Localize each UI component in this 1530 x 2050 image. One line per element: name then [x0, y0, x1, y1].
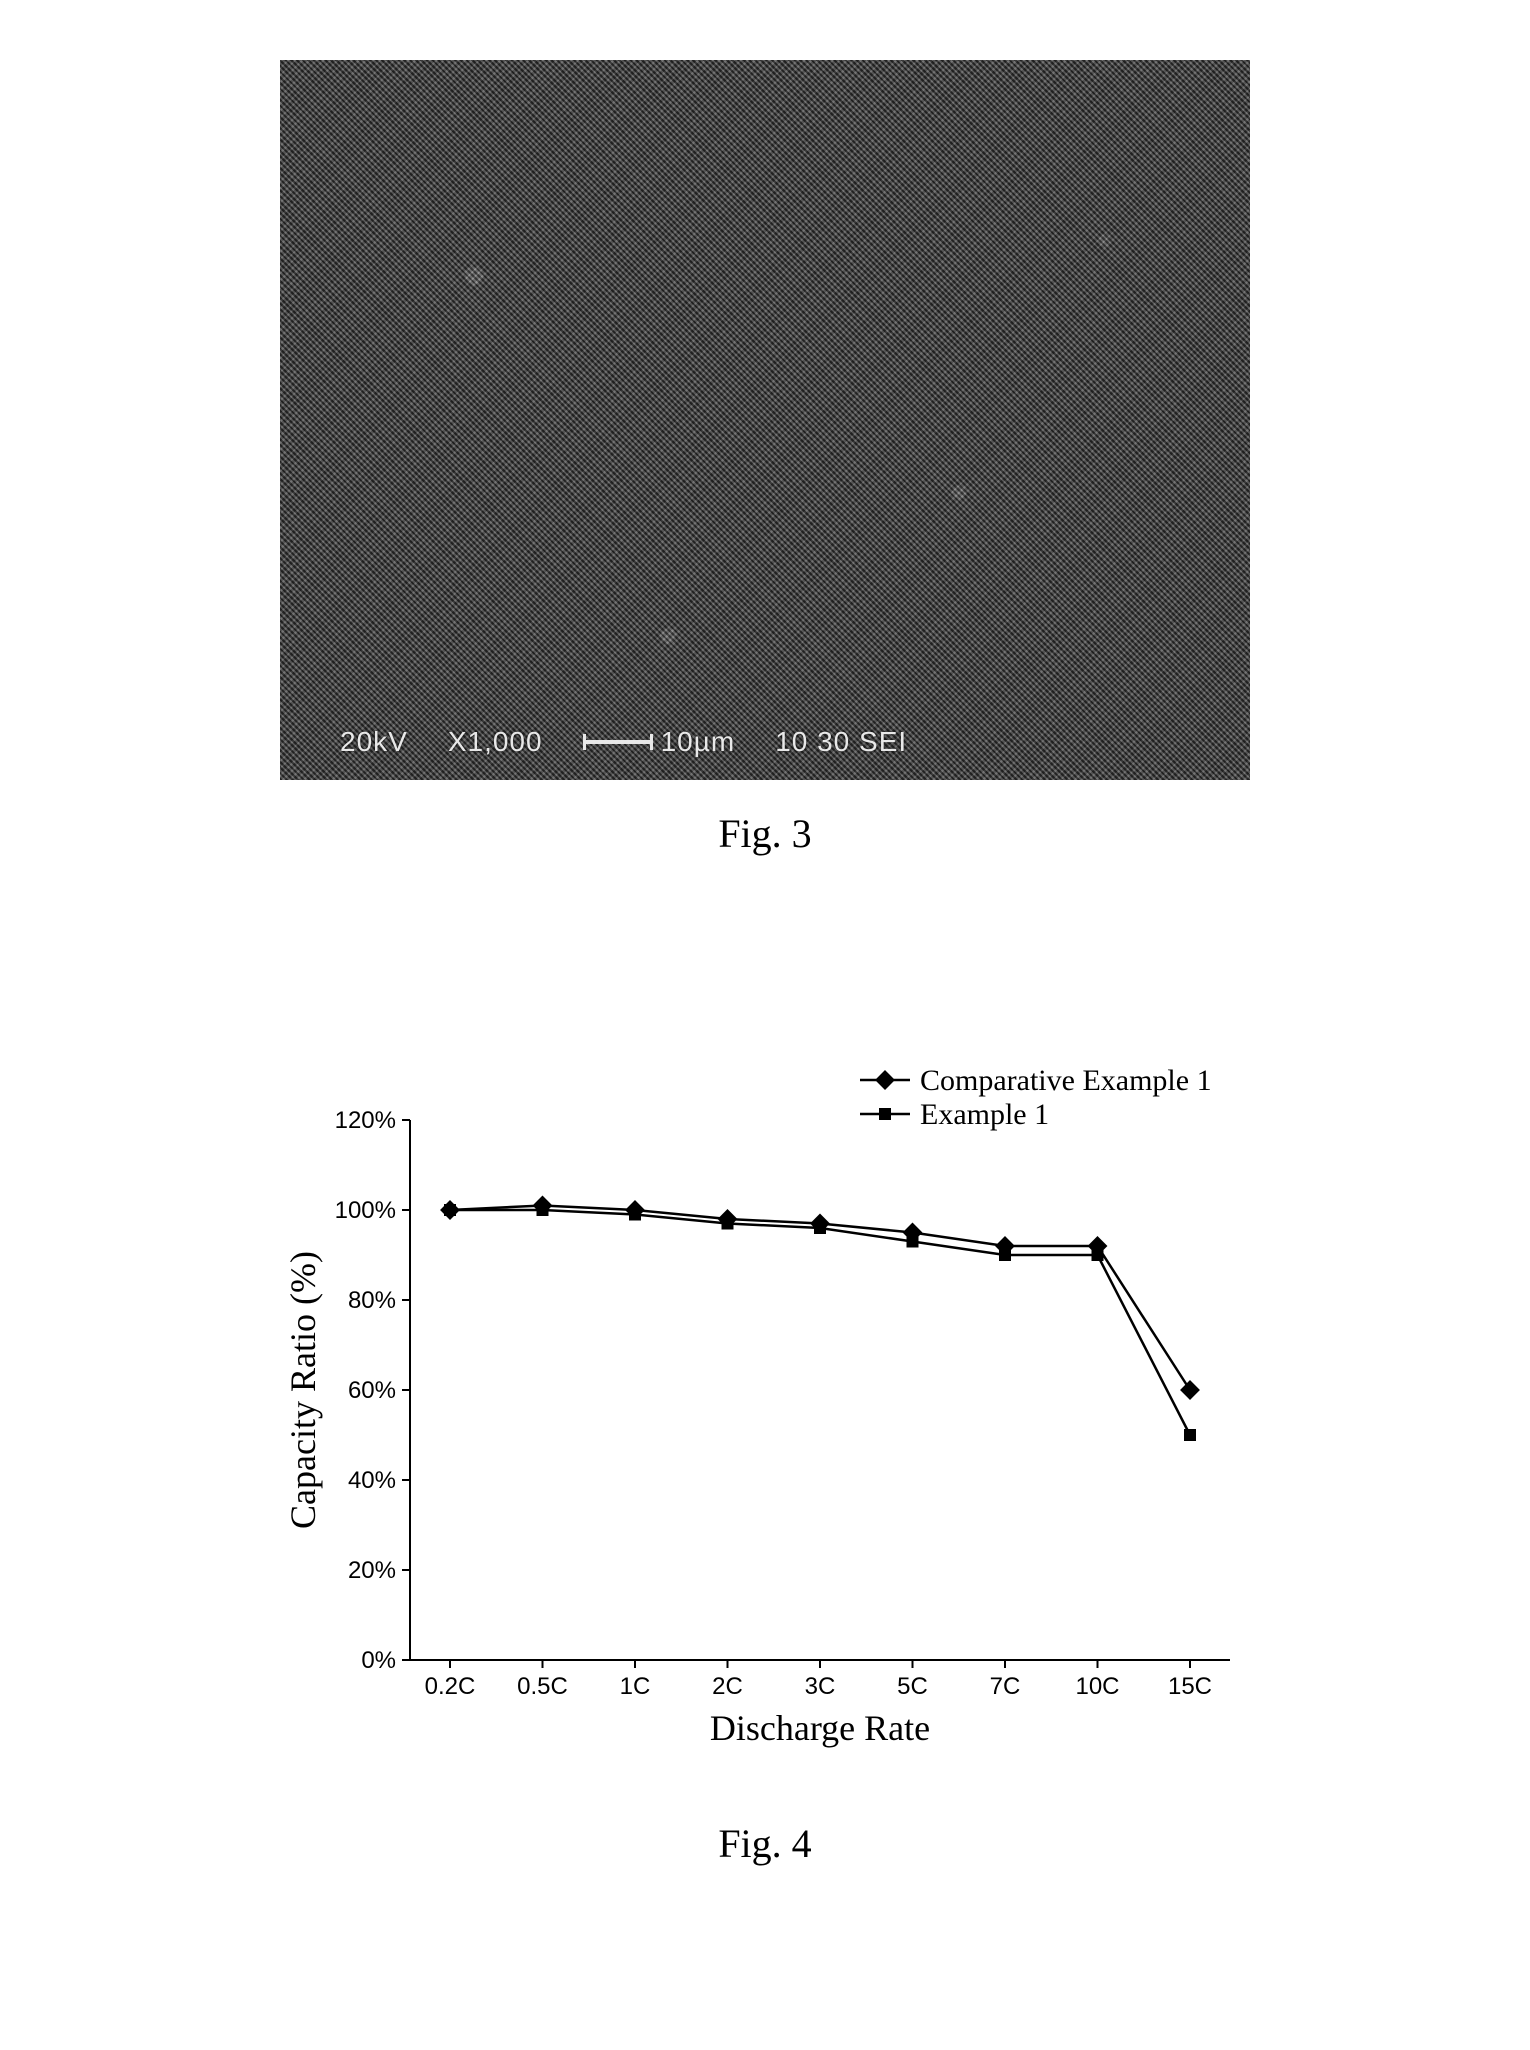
sem-texture [280, 60, 1250, 780]
svg-text:Capacity Ratio (%): Capacity Ratio (%) [283, 1251, 323, 1529]
page: 20kV X1,000 10µm 10 30 SEI Fig. 3 0% 20% 4… [0, 0, 1530, 2050]
svg-text:Comparative Example 1: Comparative Example 1 [920, 1064, 1212, 1097]
fig4-svg: 0% 20% 40% 60% 80% 100% 120% 0.2C 0.5C 1C 2C 3C 5C 7C… [260, 1060, 1280, 1780]
fig3-caption: Fig. 3 [0, 810, 1530, 857]
svg-text:100%: 100% [335, 1197, 396, 1224]
svg-text:15C: 15C [1168, 1673, 1212, 1700]
fig3-sem-image: 20kV X1,000 10µm 10 30 SEI [280, 60, 1250, 780]
sem-scalebar: 10µm [583, 726, 736, 758]
svg-text:7C: 7C [990, 1673, 1021, 1700]
fig4-chart: 0% 20% 40% 60% 80% 100% 120% 0.2C 0.5C 1C 2C 3C 5C 7C… [260, 1060, 1280, 1780]
svg-text:0%: 0% [361, 1647, 396, 1674]
svg-text:3C: 3C [805, 1673, 836, 1700]
svg-text:Discharge Rate: Discharge Rate [710, 1708, 930, 1748]
svg-text:20%: 20% [348, 1557, 396, 1584]
sem-voltage: 20kV [340, 726, 408, 758]
svg-text:0.2C: 0.2C [425, 1673, 476, 1700]
sem-magnification: X1,000 [448, 726, 543, 758]
svg-text:0.5C: 0.5C [517, 1673, 568, 1700]
svg-text:10C: 10C [1075, 1673, 1119, 1700]
svg-text:2C: 2C [712, 1673, 743, 1700]
svg-text:120%: 120% [335, 1107, 396, 1134]
fig4-caption: Fig. 4 [0, 1820, 1530, 1867]
svg-text:5C: 5C [897, 1673, 928, 1700]
svg-text:Example 1: Example 1 [920, 1098, 1049, 1131]
sem-overlay-bar: 20kV X1,000 10µm 10 30 SEI [280, 722, 1250, 762]
sem-scalebar-line [583, 740, 653, 744]
sem-scale-label: 10µm [661, 726, 736, 758]
svg-text:80%: 80% [348, 1287, 396, 1314]
svg-text:1C: 1C [620, 1673, 651, 1700]
svg-text:60%: 60% [348, 1377, 396, 1404]
svg-text:40%: 40% [348, 1467, 396, 1494]
sem-detector: 10 30 SEI [775, 726, 907, 758]
